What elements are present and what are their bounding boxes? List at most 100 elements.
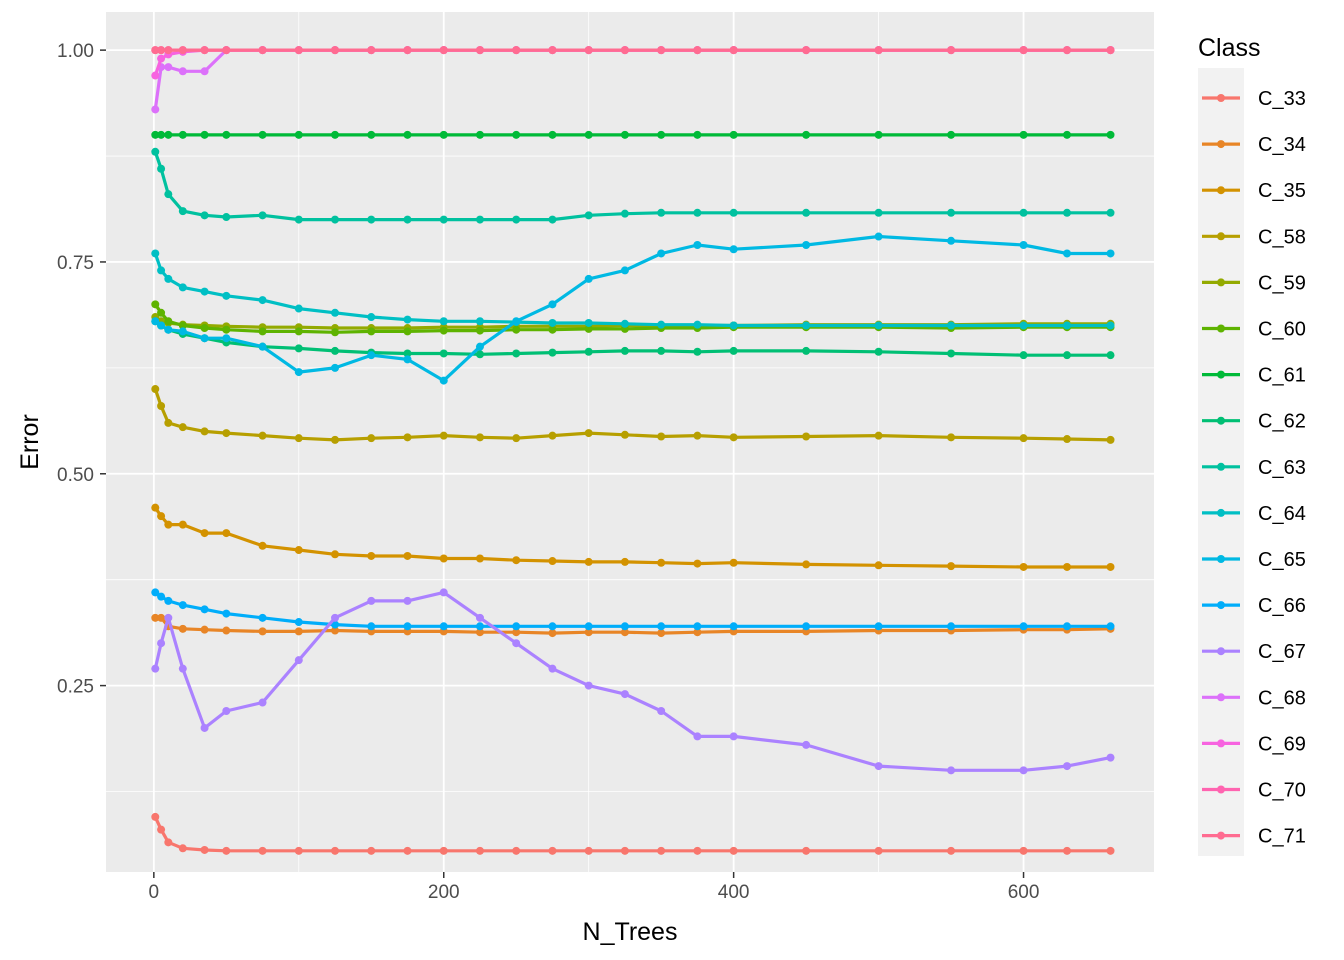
- data-point: [548, 629, 557, 638]
- data-point: [200, 427, 209, 436]
- data-point: [1019, 208, 1028, 217]
- data-point: [200, 334, 209, 343]
- legend-item: C_33: [1202, 88, 1306, 110]
- data-point: [294, 304, 303, 313]
- data-point: [294, 46, 303, 55]
- data-point: [200, 605, 209, 614]
- data-point: [258, 130, 267, 139]
- data-point: [439, 554, 448, 563]
- data-point: [1019, 766, 1028, 775]
- data-point: [331, 550, 340, 559]
- data-point: [729, 46, 738, 55]
- data-point: [584, 347, 593, 356]
- data-point: [874, 208, 883, 217]
- x-tick-label: 0: [149, 882, 160, 903]
- data-point: [657, 46, 666, 55]
- data-point: [294, 627, 303, 636]
- data-point: [200, 529, 209, 538]
- data-point: [178, 520, 187, 529]
- data-point: [258, 613, 267, 622]
- data-point: [178, 130, 187, 139]
- data-point: [874, 130, 883, 139]
- legend-label: C_67: [1258, 641, 1306, 663]
- data-point: [548, 318, 557, 327]
- legend-item: C_58: [1202, 226, 1306, 248]
- data-point: [367, 551, 376, 560]
- data-point: [1106, 46, 1115, 55]
- data-point: [151, 130, 160, 139]
- data-point: [584, 274, 593, 283]
- data-point: [403, 846, 412, 855]
- data-point: [475, 846, 484, 855]
- data-point: [548, 431, 557, 440]
- data-point: [200, 67, 209, 76]
- data-point: [729, 622, 738, 631]
- data-point: [584, 846, 593, 855]
- data-point: [157, 164, 166, 173]
- data-point: [367, 596, 376, 605]
- data-point: [258, 431, 267, 440]
- data-point: [874, 762, 883, 771]
- data-point: [1106, 351, 1115, 360]
- data-point: [802, 346, 811, 355]
- legend-item: C_70: [1202, 780, 1306, 802]
- data-point: [1063, 208, 1072, 217]
- data-point: [258, 342, 267, 351]
- data-point: [1019, 241, 1028, 250]
- data-point: [512, 130, 521, 139]
- data-point: [403, 215, 412, 224]
- data-point: [729, 208, 738, 217]
- data-point: [367, 846, 376, 855]
- axes: 0 200 400 600 0.25 0.50 0.75 1.00: [57, 41, 1039, 903]
- data-point: [258, 698, 267, 707]
- data-point: [222, 846, 231, 855]
- data-point: [200, 211, 209, 220]
- data-point: [947, 846, 956, 855]
- legend-item: C_65: [1202, 549, 1306, 571]
- series-line: [153, 590, 1111, 772]
- x-tick-label: 600: [1008, 882, 1040, 903]
- data-point: [620, 846, 629, 855]
- data-point: [802, 432, 811, 441]
- data-point: [802, 622, 811, 631]
- data-point: [475, 613, 484, 622]
- data-point: [294, 546, 303, 555]
- data-point: [367, 313, 376, 322]
- data-point: [331, 846, 340, 855]
- data-point: [200, 130, 209, 139]
- data-point: [729, 433, 738, 442]
- data-point: [151, 105, 160, 114]
- data-point: [693, 431, 702, 440]
- data-point: [729, 558, 738, 567]
- data-point: [802, 46, 811, 55]
- data-point: [657, 558, 666, 567]
- data-point: [1019, 351, 1028, 360]
- legend-item: C_59: [1202, 272, 1306, 294]
- data-point: [178, 844, 187, 853]
- data-point: [151, 300, 160, 309]
- legend-label: C_66: [1258, 595, 1306, 617]
- data-point: [1063, 435, 1072, 444]
- data-point: [164, 325, 173, 334]
- series-C_58: [151, 385, 1115, 444]
- data-point: [1019, 562, 1028, 571]
- data-point: [331, 215, 340, 224]
- data-point: [947, 130, 956, 139]
- data-point: [620, 346, 629, 355]
- data-point: [1106, 562, 1115, 571]
- data-point: [657, 846, 666, 855]
- series-C_65: [151, 232, 1115, 385]
- data-point: [693, 320, 702, 329]
- legend-label: C_71: [1258, 826, 1306, 848]
- data-point: [620, 209, 629, 218]
- data-point: [258, 296, 267, 305]
- data-point: [178, 283, 187, 292]
- data-point: [1019, 846, 1028, 855]
- data-point: [729, 346, 738, 355]
- data-point: [475, 433, 484, 442]
- data-point: [294, 215, 303, 224]
- data-point: [331, 328, 340, 337]
- data-point: [657, 130, 666, 139]
- data-point: [657, 346, 666, 355]
- data-point: [729, 846, 738, 855]
